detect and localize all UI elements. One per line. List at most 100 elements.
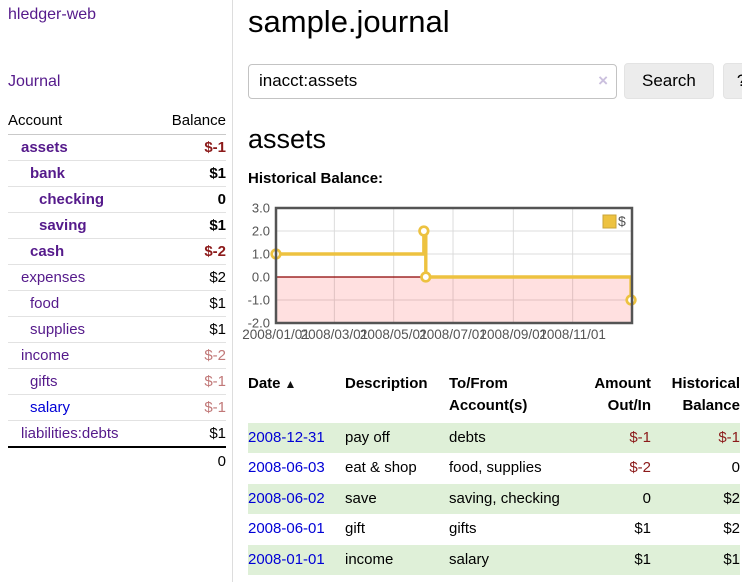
transaction-description: save [345, 489, 377, 507]
account-row: gifts $-1 [8, 368, 226, 395]
account-link-gifts[interactable]: gifts [30, 373, 58, 390]
column-header-amount: Amount Out/In [594, 375, 651, 414]
account-balance: $-1 [154, 368, 226, 395]
account-balance: $-2 [154, 238, 226, 265]
transaction-balance: 0 [731, 459, 740, 476]
app-brand-link[interactable]: hledger-web [8, 6, 97, 23]
transaction-amount: $1 [634, 550, 651, 568]
account-link-saving[interactable]: saving [39, 217, 87, 234]
chart-svg: $3.0 2.0 1.0 0.0 -1.0 -2.02008/01/012008/03/0… [242, 201, 637, 342]
transaction-accounts: debts [449, 428, 486, 446]
column-header-accounts: To/From Account(s) [449, 375, 528, 414]
account-row: salary $-1 [8, 394, 226, 421]
account-balance: $-1 [154, 394, 226, 421]
account-link-supplies[interactable]: supplies [30, 321, 86, 338]
y-axis-label: 2.0 [252, 224, 270, 239]
account-row: expenses $2 [8, 264, 226, 291]
x-axis-label: 2008/11/01 [539, 327, 606, 342]
account-link-food[interactable]: food [30, 295, 60, 312]
register-row: 2008-06-02 save saving, checking 0 $2 [248, 483, 740, 514]
negative-region [276, 277, 632, 323]
account-page-title: assets [248, 124, 327, 154]
account-row: supplies $1 [8, 316, 226, 343]
account-balance: $1 [154, 290, 226, 317]
transaction-description: income [345, 550, 394, 568]
column-header-description: Description [345, 375, 428, 392]
transaction-balance: $-1 [718, 428, 740, 446]
column-header-balance: Historical Balance [671, 375, 740, 414]
y-axis-label: -2.0 [248, 316, 270, 331]
register-row: 2008-12-31 pay off debts $-1 $-1 [248, 422, 740, 453]
register-row: 2008-01-01 income salary $1 $1 [248, 544, 740, 575]
search-form: × Search ? [248, 63, 742, 99]
transaction-amount: $1 [634, 520, 651, 537]
help-button[interactable]: ? [722, 63, 742, 99]
transaction-date-link[interactable]: 2008-01-01 [248, 550, 325, 568]
search-input[interactable] [248, 63, 617, 99]
account-link-checking[interactable]: checking [39, 191, 105, 208]
transaction-accounts: food, supplies [449, 459, 542, 476]
register-table: Date ▲ Description To/From Account(s) Amo… [248, 371, 740, 575]
account-link-salary[interactable]: salary [30, 399, 71, 416]
account-row: income $-2 [8, 342, 226, 369]
accounts-header-row: Account Balance [8, 108, 226, 135]
account-row: checking 0 [8, 186, 226, 213]
account-balance: 0 [154, 186, 226, 213]
search-button[interactable]: Search [624, 63, 714, 99]
transaction-accounts: gifts [449, 520, 477, 537]
legend-swatch [602, 214, 617, 229]
account-row: bank $1 [8, 160, 226, 187]
account-link-income[interactable]: income [21, 347, 70, 364]
sidebar-item-journal[interactable]: Journal [8, 73, 61, 90]
account-balance: $2 [154, 264, 226, 291]
account-link-liabilities-debts[interactable]: liabilities:debts [21, 425, 119, 442]
transaction-amount: $-2 [629, 459, 651, 476]
account-link-assets[interactable]: assets [21, 139, 68, 156]
account-link-cash[interactable]: cash [30, 243, 65, 260]
legend-label: $ [618, 213, 626, 229]
register-row: 2008-06-01 gift gifts $1 $2 [248, 514, 740, 545]
account-balance: $1 [154, 316, 226, 343]
account-row: assets $-1 [8, 135, 226, 161]
transaction-date-link[interactable]: 2008-06-02 [248, 489, 325, 507]
transaction-date-link[interactable]: 2008-12-31 [248, 428, 325, 446]
x-axis-label: 2008/07/01 [419, 327, 487, 342]
accounts-total-value: 0 [154, 446, 226, 474]
accounts-total-row: 0 [8, 446, 226, 474]
accounts-header-account: Account [8, 108, 155, 135]
transaction-description: pay off [345, 428, 390, 446]
chart-border [274, 206, 634, 325]
accounts-table: Account Balance assets $-1 bank $1 check… [8, 108, 226, 474]
account-link-expenses[interactable]: expenses [21, 269, 86, 286]
account-row: food $1 [8, 290, 226, 317]
account-row: liabilities:debts $1 [8, 420, 226, 447]
transaction-description: eat & shop [345, 459, 417, 476]
main-content: sample.journal × Search ? assets Histori… [233, 0, 742, 582]
transaction-amount: $-1 [629, 428, 651, 446]
account-balance: $1 [154, 212, 226, 239]
y-axis-label: 0.0 [252, 270, 270, 285]
y-axis-label: 3.0 [252, 202, 270, 216]
y-axis-label: 1.0 [252, 247, 270, 262]
chart-label: Historical Balance: [248, 170, 384, 187]
clear-search-icon[interactable]: × [598, 70, 608, 90]
transaction-balance: $1 [723, 550, 740, 568]
account-balance: $-1 [204, 139, 226, 156]
transaction-date-link[interactable]: 2008-06-01 [248, 520, 325, 537]
transaction-amount: 0 [642, 489, 651, 507]
x-axis-label: 2008/09/01 [480, 327, 548, 342]
register-header-row: Date ▲ Description To/From Account(s) Amo… [248, 371, 740, 423]
transaction-accounts: salary [449, 550, 490, 568]
transaction-description: gift [345, 520, 366, 537]
transaction-accounts: saving, checking [449, 489, 560, 507]
data-point-marker [418, 225, 430, 237]
account-balance: $-2 [154, 342, 226, 369]
x-axis-label: 2008/05/01 [360, 327, 428, 342]
column-header-date[interactable]: Date ▲ [248, 375, 297, 392]
account-link-bank[interactable]: bank [30, 165, 66, 182]
account-row: cash $-2 [8, 238, 226, 265]
data-point-marker [420, 271, 432, 283]
sidebar: hledger-web Journal Account Balance asse… [0, 0, 233, 582]
transaction-date-link[interactable]: 2008-06-03 [248, 459, 325, 476]
